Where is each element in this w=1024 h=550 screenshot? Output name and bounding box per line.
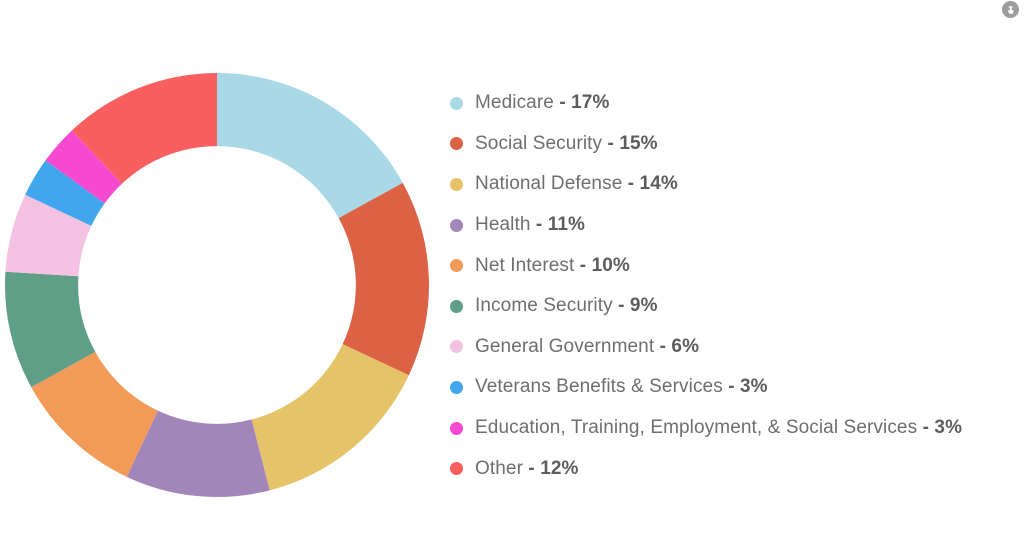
legend-dot-icon: [450, 299, 463, 313]
legend-dot-icon: [450, 137, 463, 151]
pie-slice[interactable]: [251, 344, 409, 491]
legend-label: Other - 12%: [475, 457, 579, 479]
legend-item[interactable]: Health - 11%: [450, 205, 962, 246]
legend-value: - 9%: [618, 295, 658, 317]
legend-value: - 11%: [535, 214, 585, 236]
legend-label: Veterans Benefits & Services - 3%: [475, 376, 768, 398]
legend-item[interactable]: Income Security - 9%: [450, 286, 962, 327]
pie-slice[interactable]: [25, 160, 105, 226]
legend-value: - 10%: [579, 254, 630, 276]
legend-value: - 3%: [922, 417, 963, 439]
legend-item[interactable]: General Government - 6%: [450, 327, 962, 368]
legend: Medicare - 17% Social Security - 15% Natio…: [450, 83, 962, 489]
legend-value: - 14%: [627, 173, 678, 195]
legend-item[interactable]: Net Interest - 10%: [450, 245, 962, 286]
legend-dot-icon: [450, 259, 463, 273]
pie-slice[interactable]: [71, 73, 218, 184]
tap-indicator-icon[interactable]: [1002, 1, 1019, 18]
pie-slice[interactable]: [31, 351, 158, 477]
legend-label: National Defense - 14%: [475, 173, 678, 195]
legend-item[interactable]: Other - 12%: [450, 448, 962, 489]
legend-label: Social Security - 15%: [475, 132, 658, 154]
legend-dot-icon: [450, 96, 463, 110]
legend-label: Income Security - 9%: [475, 295, 658, 317]
legend-label: Health - 11%: [475, 214, 585, 236]
legend-value: - 15%: [607, 132, 658, 154]
legend-label: Medicare - 17%: [475, 92, 610, 114]
legend-value: - 12%: [528, 457, 579, 479]
legend-label: Net Interest - 10%: [475, 254, 630, 276]
legend-value: - 3%: [728, 376, 768, 398]
legend-value: - 17%: [559, 92, 610, 114]
hand-tap-glyph: [1007, 5, 1014, 14]
legend-dot-icon: [450, 380, 463, 394]
pie-slice[interactable]: [217, 73, 403, 219]
legend-item[interactable]: Social Security - 15%: [450, 124, 962, 165]
pie-slice[interactable]: [5, 194, 92, 277]
legend-item[interactable]: Veterans Benefits & Services - 3%: [450, 367, 962, 408]
donut-chart: [4, 73, 429, 497]
legend-dot-icon: [450, 340, 463, 354]
pie-slice[interactable]: [4, 271, 96, 388]
legend-label: Education, Training, Employment, & Socia…: [475, 417, 963, 439]
pie-slice[interactable]: [45, 130, 122, 204]
legend-dot-icon: [450, 218, 463, 232]
legend-item[interactable]: National Defense - 14%: [450, 164, 962, 205]
legend-dot-icon: [450, 177, 463, 191]
legend-dot-icon: [450, 462, 463, 476]
legend-item[interactable]: Medicare - 17%: [450, 83, 962, 124]
legend-value: - 6%: [659, 335, 700, 357]
pie-slice[interactable]: [338, 182, 429, 376]
legend-dot-icon: [450, 421, 463, 435]
legend-label: General Government - 6%: [475, 335, 700, 357]
legend-item[interactable]: Education, Training, Employment, & Socia…: [450, 408, 962, 449]
pie-slice[interactable]: [126, 410, 270, 497]
